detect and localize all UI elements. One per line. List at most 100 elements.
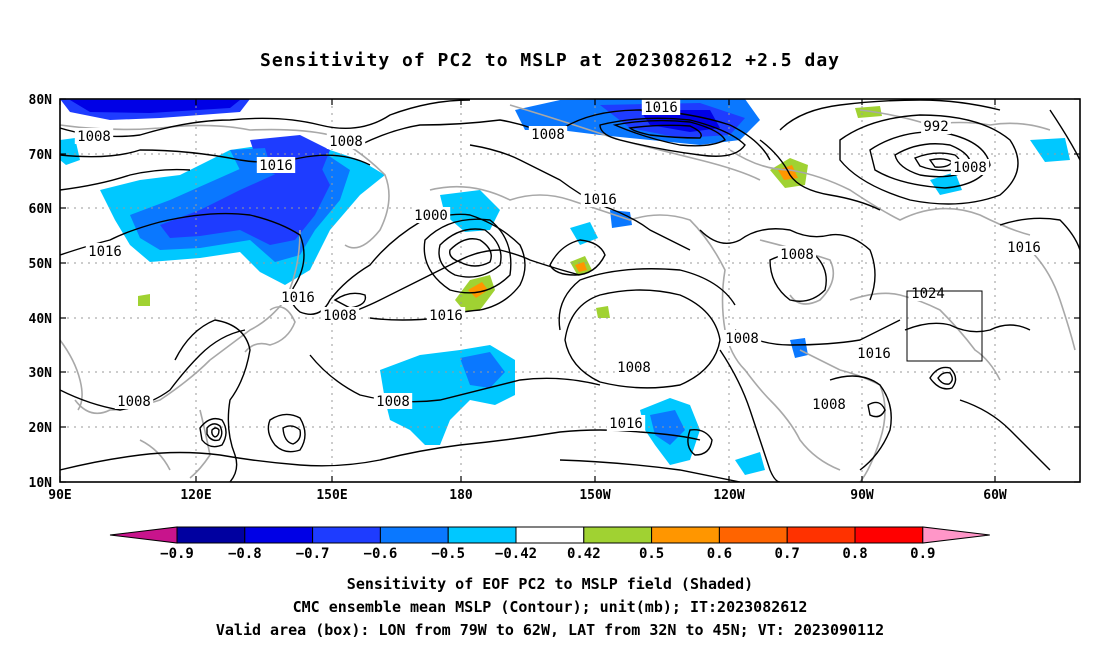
- colorbar-label: −0.7: [296, 546, 330, 562]
- contour-label: 992: [921, 118, 951, 135]
- lon-label: 90E: [48, 488, 71, 503]
- caption-line-1: Sensitivity of EOF PC2 to MSLP field (Sh…: [346, 575, 754, 593]
- colorbar-label: −0.8: [228, 546, 262, 562]
- contour-label: 1008: [528, 126, 568, 143]
- positive-region: [596, 306, 610, 318]
- contour-label: 1016: [256, 157, 296, 174]
- lon-label: 120E: [180, 488, 211, 503]
- contour-label: 1016: [641, 99, 681, 116]
- contour-label: 1016: [85, 243, 125, 260]
- lat-label: 10N: [29, 476, 53, 491]
- contour-label: 1016: [606, 415, 646, 432]
- colorbar-label: 0.8: [842, 546, 867, 562]
- colorbar-label: 0.9: [910, 546, 935, 562]
- colorbar-segment: [786, 526, 856, 544]
- svg-text:1016: 1016: [281, 290, 315, 306]
- lon-label: 120W: [713, 488, 744, 503]
- lat-label: 50N: [29, 257, 53, 272]
- contour-label: 1016: [1004, 239, 1044, 256]
- contour-label: 1008: [373, 393, 413, 410]
- svg-text:1008: 1008: [376, 394, 410, 410]
- svg-text:1016: 1016: [429, 308, 463, 324]
- svg-text:1008: 1008: [953, 160, 987, 176]
- contour-label: 1016: [426, 307, 466, 324]
- colorbar-label: 0.5: [639, 546, 664, 562]
- lat-label: 30N: [29, 366, 53, 381]
- svg-text:1008: 1008: [812, 397, 846, 413]
- colorbar-label: 0.6: [707, 546, 732, 562]
- lon-label: 60W: [983, 488, 1007, 503]
- lon-label: 150E: [316, 488, 347, 503]
- lon-label: 150W: [579, 488, 610, 503]
- colorbar-label: −0.9: [160, 546, 194, 562]
- positive-region: [138, 294, 150, 306]
- contour-label: 1008: [114, 393, 154, 410]
- colorbar-over-arrow: [922, 526, 990, 544]
- colorbar-segment: [244, 526, 314, 544]
- colorbar-segment: [312, 526, 381, 544]
- mslp-contours: [60, 99, 1080, 482]
- contour-label: 1008: [320, 307, 360, 324]
- caption-line-3: Valid area (box): LON from 79W to 62W, L…: [215, 621, 885, 639]
- svg-text:1016: 1016: [88, 244, 122, 260]
- negative-region: [930, 172, 962, 195]
- svg-text:1016: 1016: [259, 158, 293, 174]
- colorbar-segment: [379, 526, 449, 544]
- svg-text:1008: 1008: [531, 127, 565, 143]
- colorbar-segment: [651, 526, 720, 544]
- negative-region: [790, 338, 808, 358]
- lon-label: 180: [449, 488, 473, 503]
- svg-text:1008: 1008: [617, 360, 651, 376]
- graticule: [60, 99, 1080, 482]
- sensitivity-shading: [60, 99, 1070, 475]
- svg-text:1016: 1016: [1007, 240, 1041, 256]
- lon-label: 90W: [850, 488, 874, 503]
- caption-line-2: CMC ensemble mean MSLP (Contour); unit(m…: [292, 598, 808, 616]
- colorbar-segment: [176, 526, 246, 544]
- lat-label: 20N: [29, 421, 53, 436]
- plot-frame: [59, 98, 1081, 483]
- svg-text:1016: 1016: [857, 346, 891, 362]
- colorbar-label: −0.5: [431, 546, 465, 562]
- colorbar-segment: [718, 526, 788, 544]
- colorbar-segment: [447, 526, 517, 544]
- contour-label: 1008: [809, 396, 849, 413]
- svg-text:1008: 1008: [780, 247, 814, 263]
- positive-region: [468, 282, 488, 298]
- negative-region: [160, 165, 330, 245]
- contour-label: 1008: [614, 359, 654, 376]
- contour-label: 1008: [74, 128, 114, 145]
- contour-label: 1016: [278, 289, 318, 306]
- negative-region: [60, 138, 80, 165]
- svg-text:1016: 1016: [644, 100, 678, 116]
- colorbar-label: −0.6: [364, 546, 398, 562]
- negative-region: [460, 352, 505, 388]
- contour-label: 1008: [777, 246, 817, 263]
- contour-label: 1008: [722, 330, 762, 347]
- svg-text:1024: 1024: [911, 286, 945, 302]
- svg-text:1008: 1008: [77, 129, 111, 145]
- svg-text:1008: 1008: [117, 394, 151, 410]
- colorbar-label: 0.7: [775, 546, 800, 562]
- svg-text:1000: 1000: [414, 208, 448, 224]
- contour-label: 1008: [950, 159, 990, 176]
- svg-text:1016: 1016: [583, 192, 617, 208]
- lat-label: 40N: [29, 312, 53, 327]
- axis-ticks: [59, 98, 1080, 483]
- colorbar: −0.9 −0.8 −0.7 −0.6 −0.5 −0.42 0.42 0.5 0.6 0.7 0.…: [109, 526, 990, 562]
- contour-label: 1016: [580, 191, 620, 208]
- colorbar-label: 0.42: [567, 546, 601, 562]
- negative-region: [70, 100, 240, 113]
- svg-text:992: 992: [923, 119, 948, 135]
- negative-region: [735, 452, 765, 475]
- coastlines: [60, 104, 1076, 482]
- lat-label: 80N: [29, 93, 53, 108]
- colorbar-label: −0.42: [495, 546, 537, 562]
- colorbar-segment: [515, 526, 585, 544]
- chart-title: Sensitivity of PC2 to MSLP at 2023082612…: [259, 50, 840, 71]
- contour-labels: 1008 1008 1016 1008 1016 1016 1000 992 1008 1016 1…: [74, 99, 1044, 432]
- svg-text:1008: 1008: [725, 331, 759, 347]
- svg-text:1016: 1016: [609, 416, 643, 432]
